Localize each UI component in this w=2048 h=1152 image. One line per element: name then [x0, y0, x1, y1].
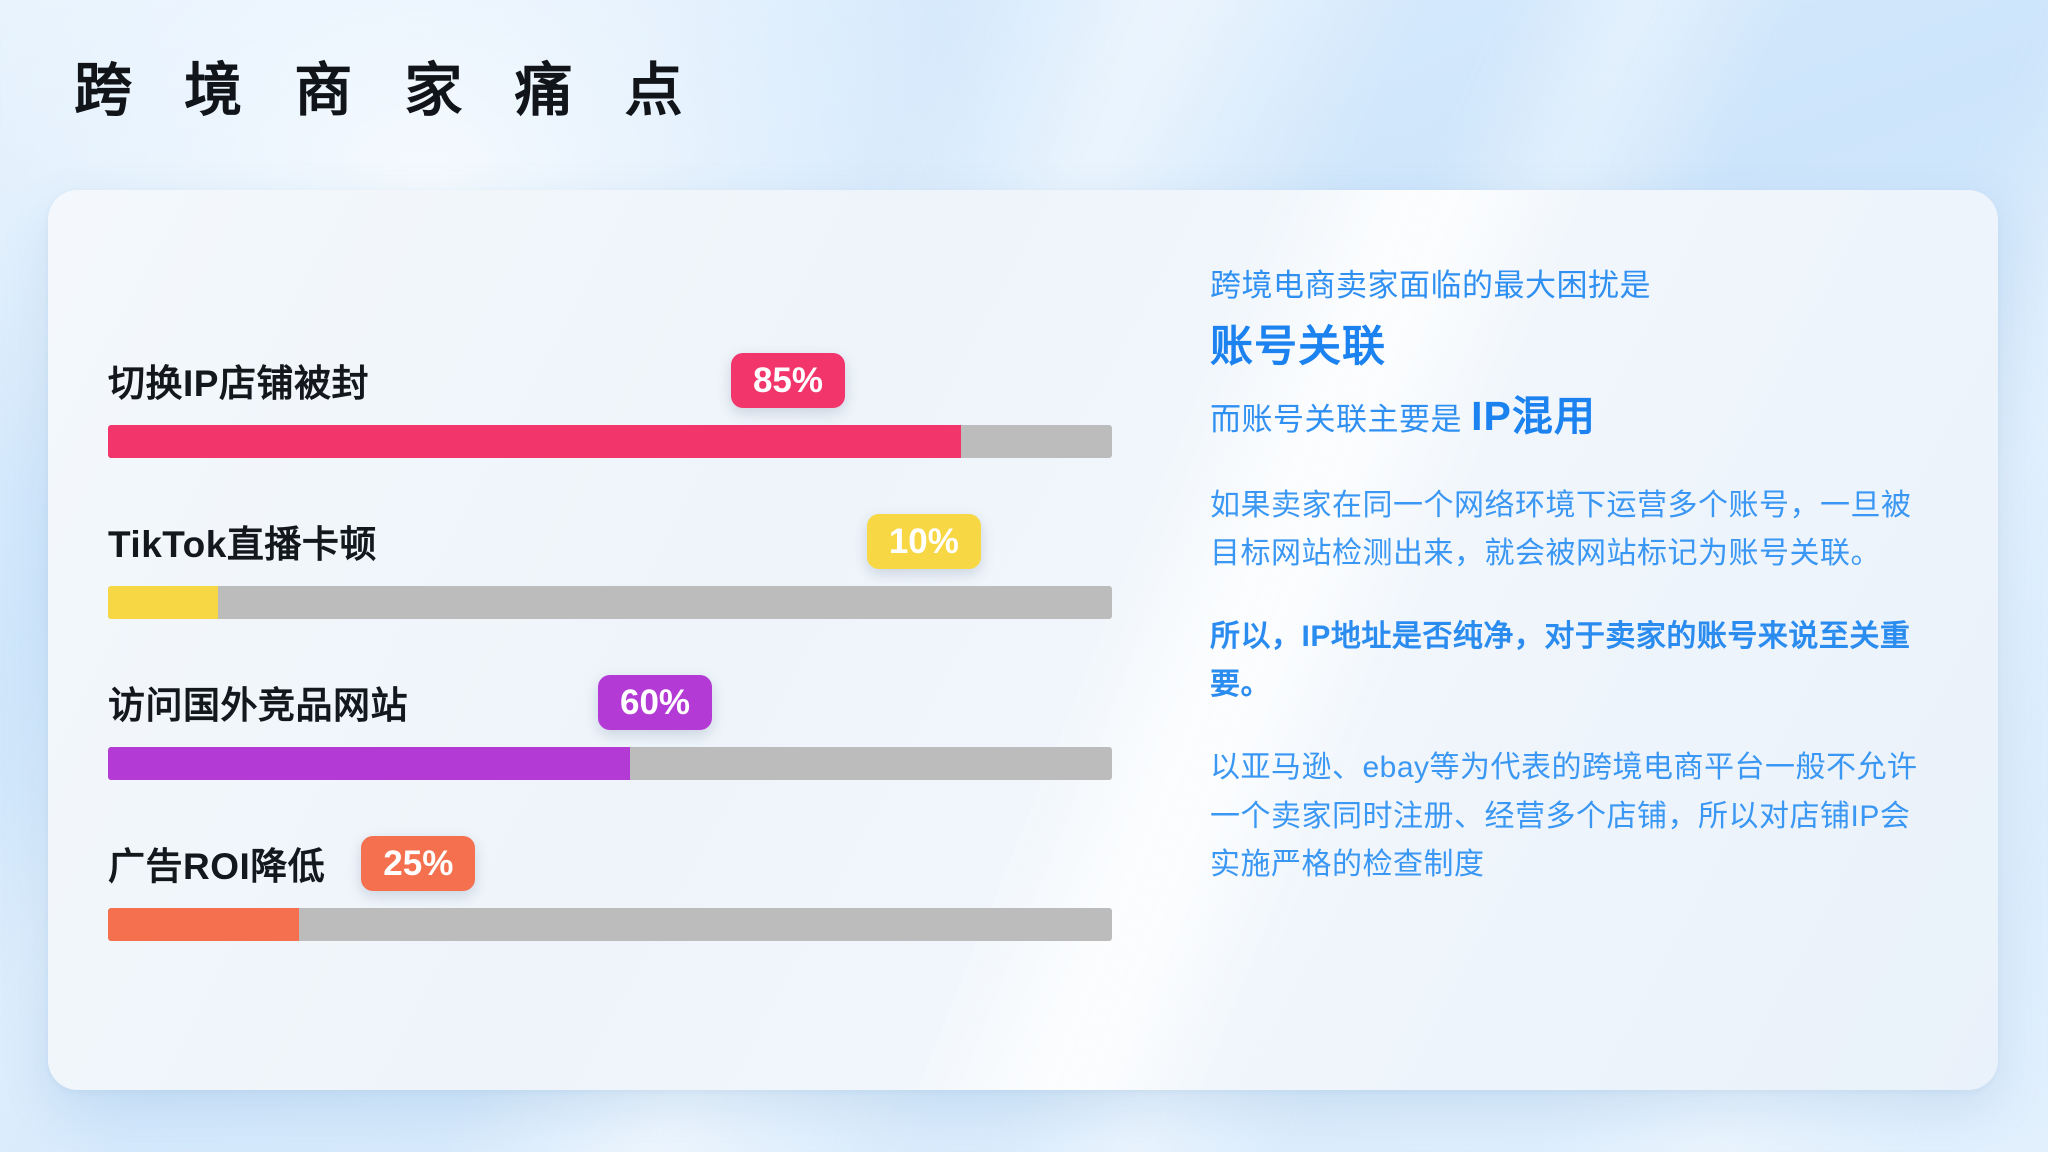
- pain-point-bar-chart: 切换IP店铺被封 85% TikTok直播卡顿 10% 访问国外竞品网站: [48, 190, 1158, 1090]
- bar-value-badge: 10%: [866, 513, 981, 569]
- bar-track: [108, 425, 1112, 458]
- lead-line-2: 而账号关联主要是 IP混用: [1210, 386, 1932, 448]
- bar-fill: [108, 747, 631, 780]
- bar-track: [108, 747, 1112, 780]
- bar-value-badge: 25%: [361, 835, 476, 891]
- bar-value-badge: 60%: [598, 674, 713, 730]
- page-title: 跨 境 商 家 痛 点: [74, 58, 701, 123]
- bar-label: 广告ROI降低: [108, 846, 326, 887]
- explanation-pane: 跨境电商卖家面临的最大困扰是 账号关联 而账号关联主要是 IP混用 如果卖家在同…: [1158, 190, 1998, 1090]
- lead-keyword: 账号关联: [1210, 323, 1386, 372]
- bar-row: 切换IP店铺被封 85%: [108, 349, 1158, 458]
- bar-fill: [108, 425, 962, 458]
- bar-label: 访问国外竞品网站: [108, 685, 408, 726]
- bar-header: 广告ROI降低 25%: [108, 832, 1158, 894]
- paragraph-3: 以亚马逊、ebay等为代表的跨境电商平台一般不允许一个卖家同时注册、经营多个店铺…: [1210, 750, 1918, 882]
- lead-line-2-prefix: 而账号关联主要是: [1210, 402, 1472, 438]
- content-card: 切换IP店铺被封 85% TikTok直播卡顿 10% 访问国外竞品网站: [48, 190, 1998, 1090]
- bar-header: 切换IP店铺被封 85%: [108, 349, 1158, 411]
- lead-line-2-keyword: IP混用: [1471, 393, 1596, 440]
- bar-row: 广告ROI降低 25%: [108, 832, 1158, 941]
- bar-track: [108, 586, 1112, 619]
- bar-label: 切换IP店铺被封: [108, 363, 369, 404]
- bar-fill: [108, 586, 219, 619]
- paragraph-1: 如果卖家在同一个网络环境下运营多个账号，一旦被目标网站检测出来，就会被网站标记为…: [1210, 488, 1912, 571]
- bar-fill: [108, 908, 299, 941]
- bar-row: 访问国外竞品网站 60%: [108, 671, 1158, 780]
- bar-value-badge: 85%: [730, 352, 846, 408]
- bar-header: TikTok直播卡顿 10%: [108, 510, 1158, 572]
- bar-row: TikTok直播卡顿 10%: [108, 510, 1158, 619]
- bar-track: [108, 908, 1112, 941]
- bar-label: TikTok直播卡顿: [108, 524, 377, 565]
- bar-header: 访问国外竞品网站 60%: [108, 671, 1158, 733]
- lead-line: 跨境电商卖家面临的最大困扰是: [1210, 268, 1651, 303]
- paragraph-2: 所以，IP地址是否纯净，对于卖家的账号来说至关重要。: [1210, 619, 1911, 702]
